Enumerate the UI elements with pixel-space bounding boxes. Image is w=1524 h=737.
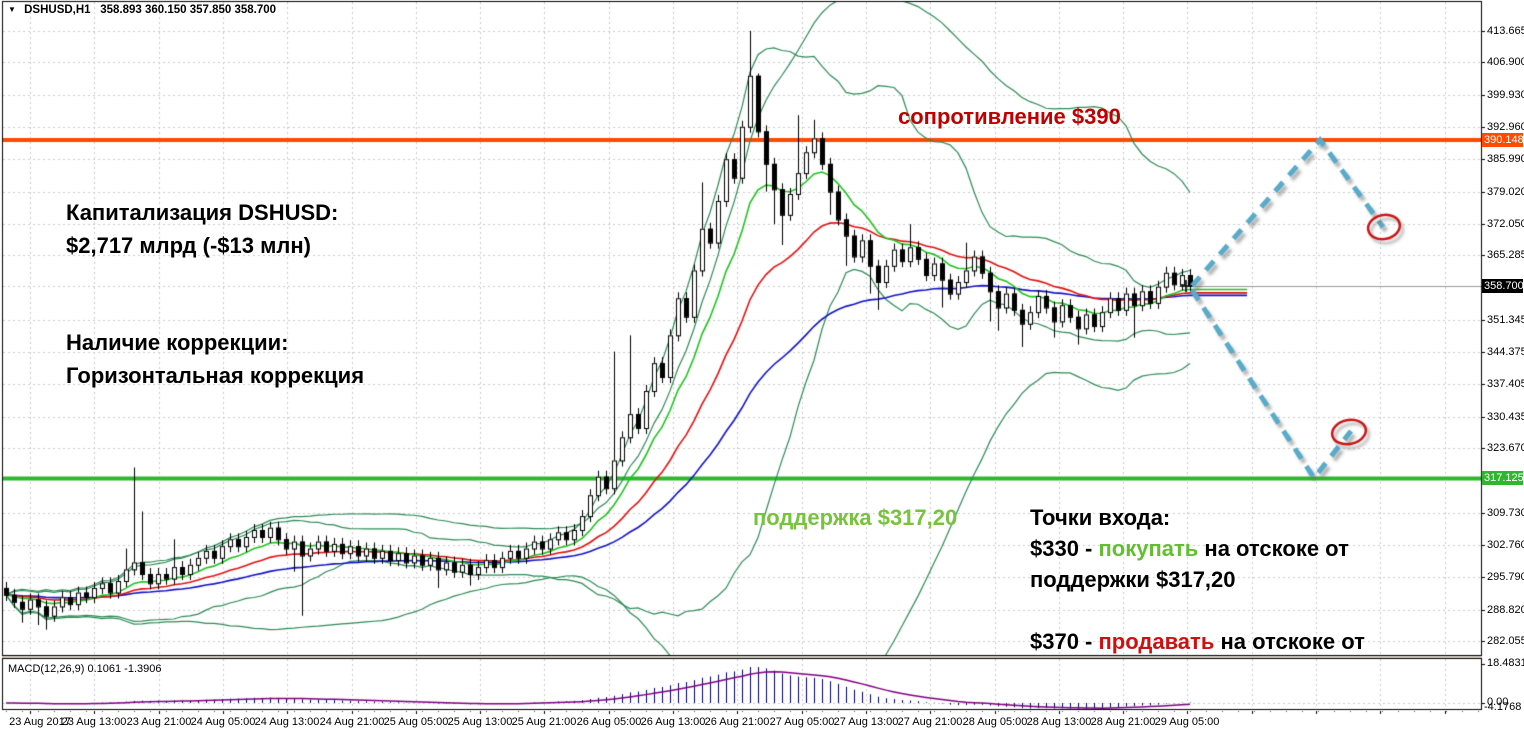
entry-buy-line2: поддержки $317,20 [1030,567,1236,592]
entry-buy-line: $330 - покупать на отскоке от [1030,536,1349,561]
time-axis-label: 24 Aug 05:00 [190,716,256,728]
buy-word: покупать [1098,536,1199,561]
time-axis-label: 24 Aug 13:00 [254,716,320,728]
entry-title: Точки входа: [1030,505,1171,530]
symbol-dropdown-icon[interactable]: ▼ [8,5,16,14]
price-axis-label: 323.670 [1487,442,1524,454]
macd-axis-label: 0.00 [1487,696,1509,708]
price-axis-label: 351.345 [1487,314,1524,326]
sell-word: продавать [1098,629,1215,654]
time-axis-label: 28 Aug 13:00 [1026,716,1092,728]
time-axis-label: 25 Aug 05:00 [383,716,449,728]
time-axis-label: 27 Aug 13:00 [833,716,899,728]
price-axis-label: 344.375 [1487,346,1524,358]
correction-line1: Наличие коррекции: [66,330,289,355]
price-tag: 390.148 [1482,133,1524,147]
price-axis-label: 282.055 [1487,635,1524,647]
price-axis-label: 385.990 [1487,153,1524,165]
symbol-timeframe-label: DSHUSD,H1 [24,4,91,16]
entry-sell-line: $370 - продавать на отскоке от [1030,629,1365,654]
price-tag: 317.125 [1482,471,1524,485]
time-axis-label: 25 Aug 21:00 [511,716,577,728]
entry-points-annotation[interactable]: Точки входа: $330 - покупать на отскоке … [1030,502,1365,657]
time-axis-label: 25 Aug 13:00 [447,716,513,728]
capitalization-annotation[interactable]: Капитализация DSHUSD: $2,717 млрд (-$13 … [66,196,338,262]
price-tag: 358.700 [1482,279,1524,293]
capitalization-line1: Капитализация DSHUSD: [66,200,339,225]
price-axis-label: 337.405 [1487,378,1524,390]
time-axis-label: 26 Aug 21:00 [704,716,770,728]
time-axis-label: 23 Aug 13:00 [61,716,127,728]
price-axis-label: 309.730 [1487,507,1524,519]
chart-title-bar: ▼ DSHUSD,H1 358.893 360.150 357.850 358.… [8,4,276,16]
price-axis-label: 288.820 [1487,604,1524,616]
time-axis-label: 26 Aug 13:00 [640,716,706,728]
macd-axis-label: -4.1768 [1484,701,1522,713]
capitalization-line2: $2,717 млрд (-$13 млн) [66,233,311,258]
time-axis-label: 23 Aug 21:00 [126,716,192,728]
price-axis-label: 413.665 [1487,25,1524,37]
correction-line2: Горизонтальная коррекция [66,363,365,388]
price-axis-label: 399.930 [1487,89,1524,101]
support-annotation[interactable]: поддержка $317,20 [753,505,958,530]
time-axis-label: 26 Aug 05:00 [576,716,642,728]
macd-indicator-label: MACD(12,26,9) 0.1061 -1.3906 [8,663,162,675]
resistance-annotation[interactable]: сопротивление $390 [898,104,1121,129]
time-axis-label: 27 Aug 21:00 [897,716,963,728]
time-axis-label: 23 Aug 2017 [9,716,71,728]
price-axis-label: 406.900 [1487,56,1524,68]
price-axis-label: 365.285 [1487,249,1524,261]
ohlc-quotes-label: 358.893 360.150 357.850 358.700 [100,4,277,16]
price-axis-label: 379.020 [1487,186,1524,198]
price-axis-label: 372.050 [1487,218,1524,230]
time-axis-label: 27 Aug 05:00 [769,716,835,728]
time-axis-label: 28 Aug 05:00 [962,716,1028,728]
price-axis-label: 392.960 [1487,121,1524,133]
price-axis-label: 302.760 [1487,539,1524,551]
price-axis-label: 295.790 [1487,571,1524,583]
correction-annotation[interactable]: Наличие коррекции: Горизонтальная коррек… [66,326,364,392]
macd-axis-label: 18.4831 [1487,657,1524,669]
time-axis-label: 24 Aug 21:00 [319,716,385,728]
price-axis-label: 330.435 [1487,411,1524,423]
entry-blank-line [1030,595,1365,626]
time-axis-label: 28 Aug 21:00 [1090,716,1156,728]
time-axis-label: 29 Aug 05:00 [1154,716,1220,728]
